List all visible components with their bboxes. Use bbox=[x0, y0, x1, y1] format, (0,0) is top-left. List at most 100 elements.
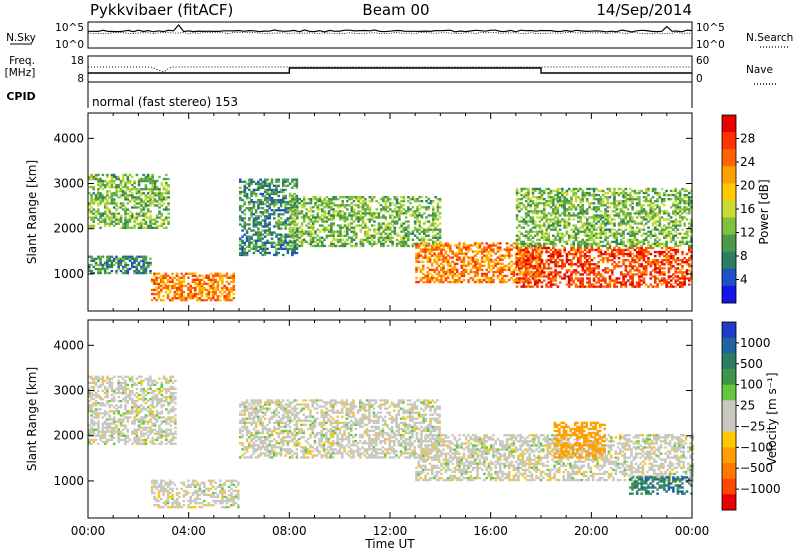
power-cell bbox=[667, 285, 671, 288]
power-cell bbox=[373, 216, 376, 219]
power-cell bbox=[565, 193, 569, 197]
power-cell bbox=[268, 205, 271, 208]
power-cell bbox=[476, 272, 479, 276]
power-cell bbox=[518, 206, 521, 209]
power-cell bbox=[198, 280, 202, 284]
power-cell bbox=[413, 200, 417, 203]
power-cell bbox=[302, 206, 306, 209]
power-cell bbox=[382, 198, 385, 201]
power-cell bbox=[622, 210, 625, 213]
power-cell bbox=[556, 210, 560, 213]
power-cell bbox=[480, 274, 484, 278]
power-cell bbox=[577, 259, 580, 262]
power-cell bbox=[654, 242, 657, 246]
power-cell bbox=[398, 226, 401, 229]
power-cell bbox=[115, 190, 118, 193]
power-cell bbox=[393, 216, 397, 219]
power-cell bbox=[667, 198, 671, 201]
power-cell bbox=[259, 237, 262, 240]
power-cell bbox=[599, 228, 603, 231]
power-cell bbox=[529, 206, 532, 209]
power-cell bbox=[635, 252, 639, 256]
power-cell bbox=[499, 248, 502, 251]
power-cell bbox=[469, 258, 473, 261]
power-cell bbox=[540, 236, 544, 239]
power-cell bbox=[162, 220, 166, 223]
power-cell bbox=[212, 274, 215, 277]
power-cell bbox=[166, 295, 170, 298]
power-cell bbox=[474, 258, 477, 261]
power-cell bbox=[94, 267, 98, 271]
power-cell bbox=[642, 267, 646, 270]
power-cell bbox=[245, 253, 249, 257]
power-cell bbox=[520, 202, 523, 205]
power-cell bbox=[411, 198, 415, 201]
power-cell bbox=[543, 244, 546, 248]
power-cell bbox=[622, 242, 625, 246]
power-cell bbox=[99, 202, 102, 205]
power-cell bbox=[556, 208, 560, 211]
power-cell bbox=[146, 188, 150, 191]
power-cell bbox=[268, 182, 271, 185]
power-cell bbox=[425, 234, 428, 237]
power-cell bbox=[629, 261, 632, 264]
power-cell bbox=[153, 218, 157, 221]
power-cell bbox=[99, 271, 102, 275]
power-cell bbox=[574, 224, 578, 227]
power-cell bbox=[437, 244, 441, 247]
power-cell bbox=[382, 244, 385, 248]
power-cell bbox=[651, 285, 655, 288]
power-cell bbox=[629, 242, 632, 246]
power-cell bbox=[444, 260, 448, 263]
power-cell bbox=[350, 240, 354, 244]
power-cell bbox=[140, 226, 143, 230]
power-cell bbox=[165, 196, 168, 199]
power-cell bbox=[554, 259, 557, 262]
power-cell bbox=[239, 243, 242, 246]
power-cell bbox=[254, 233, 258, 236]
power-cell bbox=[522, 240, 526, 244]
power-cell bbox=[631, 244, 634, 248]
power-cell bbox=[284, 188, 287, 192]
power-cell bbox=[191, 295, 195, 298]
power-cell bbox=[198, 292, 202, 296]
power-cell bbox=[640, 265, 643, 268]
power-cell bbox=[243, 251, 247, 255]
power-cell bbox=[549, 279, 553, 282]
power-cell bbox=[295, 247, 299, 251]
power-cell bbox=[325, 212, 329, 215]
power-cell bbox=[524, 259, 528, 262]
power-cell bbox=[611, 263, 614, 266]
power-cell bbox=[309, 232, 313, 235]
power-cell bbox=[487, 256, 491, 259]
power-cell bbox=[667, 214, 671, 217]
power-cell bbox=[536, 212, 539, 215]
power-cell bbox=[554, 269, 557, 272]
power-cell bbox=[660, 250, 664, 254]
power-cell bbox=[651, 234, 655, 237]
power-cell bbox=[196, 282, 199, 286]
power-cell bbox=[398, 212, 401, 215]
power-cell bbox=[103, 212, 107, 215]
power-cell bbox=[579, 279, 582, 282]
power-cell bbox=[146, 200, 150, 203]
power-cell bbox=[517, 250, 520, 253]
power-cell bbox=[629, 238, 632, 242]
power-cell bbox=[608, 228, 612, 231]
power-cell bbox=[595, 281, 598, 284]
power-cell bbox=[316, 200, 320, 203]
power-cell bbox=[327, 206, 331, 209]
power-cell bbox=[296, 238, 299, 242]
power-cell bbox=[284, 225, 287, 228]
power-cell bbox=[279, 221, 283, 224]
power-cell bbox=[658, 193, 662, 197]
power-cell bbox=[640, 210, 643, 213]
power-cell bbox=[248, 209, 251, 212]
power-cell bbox=[455, 278, 459, 282]
power-cell bbox=[140, 224, 143, 228]
power-cell bbox=[334, 210, 338, 213]
power-cell bbox=[660, 242, 664, 246]
power-cell bbox=[427, 202, 431, 205]
power-cell bbox=[552, 252, 555, 256]
power-cell bbox=[534, 234, 537, 237]
